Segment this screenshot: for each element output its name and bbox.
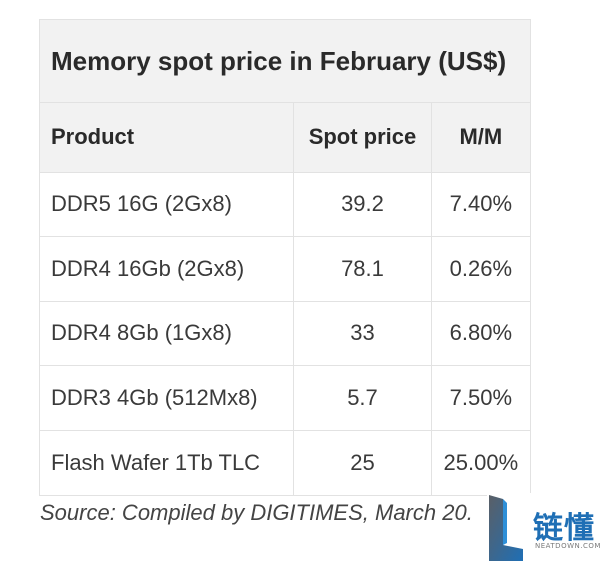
cell-product: DDR5 16G (2Gx8) (40, 172, 295, 238)
table-row: DDR3 4Gb (512Mx8) 5.7 7.50% (40, 365, 530, 431)
table-row: Flash Wafer 1Tb TLC 25 25.00% (40, 430, 530, 495)
cell-spot-price: 25 (293, 430, 432, 495)
header-product: Product (40, 103, 295, 173)
table-header-row: Product Spot price M/M (40, 103, 530, 173)
cell-product: DDR4 16Gb (2Gx8) (40, 236, 295, 302)
cell-mm: 0.26% (431, 236, 530, 302)
watermark-text-en: NEATDOWN.COM (535, 542, 600, 550)
cell-mm: 7.50% (431, 365, 530, 431)
watermark-logo: 链懂 NEATDOWN.COM (487, 493, 600, 562)
source-caption: Source: Compiled by DIGITIMES, March 20. (40, 500, 473, 525)
header-mm: M/M (431, 103, 530, 173)
cell-mm: 25.00% (443, 449, 519, 475)
letter-L-logo-icon (489, 495, 523, 561)
cell-product: DDR4 8Gb (1Gx8) (40, 301, 295, 367)
cell-spot-price: 33 (293, 301, 432, 367)
cell-mm: 7.40% (431, 172, 530, 238)
cell-spot-price: 5.7 (293, 365, 432, 431)
price-table: Product Spot price M/M DDR5 16G (2Gx8) 3… (40, 103, 530, 495)
cell-mm: 6.80% (431, 301, 530, 367)
table-row: DDR4 8Gb (1Gx8) 33 6.80% (40, 301, 530, 367)
watermark-text-cn: 链懂 (533, 511, 595, 546)
table-row: DDR4 16Gb (2Gx8) 78.1 0.26% (40, 236, 530, 302)
price-table-container: Memory spot price in February (US$) Prod… (39, 19, 531, 496)
header-spot-price: Spot price (293, 103, 432, 173)
table-title: Memory spot price in February (US$) (40, 20, 530, 103)
cell-product: Flash Wafer 1Tb TLC (40, 430, 295, 495)
table-row: DDR5 16G (2Gx8) 39.2 7.40% (40, 172, 530, 238)
cell-spot-price: 78.1 (293, 236, 432, 302)
cell-product: DDR3 4Gb (512Mx8) (40, 365, 295, 431)
cell-spot-price: 39.2 (293, 172, 432, 238)
